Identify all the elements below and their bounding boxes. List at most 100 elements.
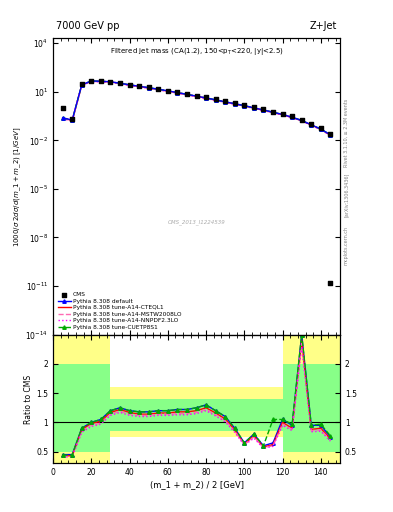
Text: Z+Jet: Z+Jet [310,21,337,31]
Pythia 8.308 default [232,101,237,107]
Pythia 8.308 tune-A14-CTEQL1 [223,99,228,105]
Pythia 8.308 default [108,79,113,85]
Pythia 8.308 tune-CUETP8S1 [242,102,247,109]
Pythia 8.308 default [137,83,141,90]
Pythia 8.308 default [70,117,75,123]
Pythia 8.308 tune-A14-MSTW2008LO [175,90,180,96]
Pythia 8.308 tune-A14-NNPDF2.3LO [156,87,161,93]
Pythia 8.308 tune-CUETP8S1 [328,132,333,138]
CMS [318,124,324,133]
Pythia 8.308 tune-A14-CTEQL1 [204,95,208,101]
Pythia 8.308 tune-A14-NNPDF2.3LO [99,79,103,85]
CMS [145,83,152,92]
Pythia 8.308 tune-CUETP8S1 [299,117,304,123]
Pythia 8.308 tune-A14-CTEQL1 [175,90,180,96]
Pythia 8.308 default [280,112,285,118]
Pythia 8.308 tune-A14-CTEQL1 [252,105,256,111]
Pythia 8.308 default [242,102,247,109]
Pythia 8.308 tune-A14-NNPDF2.3LO [108,79,113,86]
CMS [79,80,85,88]
CMS [107,77,114,86]
Pythia 8.308 tune-CUETP8S1 [261,107,266,113]
Text: Filtered jet mass (CA(1.2), 150<p$_\mathregular{T}$<220, |y|<2.5): Filtered jet mass (CA(1.2), 150<p$_\math… [110,46,283,57]
Pythia 8.308 tune-CUETP8S1 [108,79,113,85]
Pythia 8.308 tune-A14-CTEQL1 [280,112,285,118]
Pythia 8.308 tune-A14-NNPDF2.3LO [146,85,151,91]
Pythia 8.308 tune-A14-CTEQL1 [299,118,304,124]
Pythia 8.308 tune-A14-CTEQL1 [127,82,132,88]
Text: [arXiv:1306.3436]: [arXiv:1306.3436] [344,173,349,217]
Pythia 8.308 tune-CUETP8S1 [309,122,314,128]
Pythia 8.308 tune-A14-NNPDF2.3LO [118,81,122,87]
Pythia 8.308 tune-A14-MSTW2008LO [280,112,285,118]
Pythia 8.308 default [89,78,94,84]
CMS [193,92,200,100]
Pythia 8.308 tune-A14-NNPDF2.3LO [89,78,94,84]
Pythia 8.308 tune-A14-CTEQL1 [108,79,113,85]
Pythia 8.308 tune-A14-NNPDF2.3LO [137,84,141,90]
Pythia 8.308 tune-A14-NNPDF2.3LO [252,105,256,112]
Y-axis label: Ratio to CMS: Ratio to CMS [24,374,33,423]
Pythia 8.308 tune-CUETP8S1 [70,117,75,123]
Pythia 8.308 tune-A14-CTEQL1 [242,103,247,109]
CMS [203,93,209,101]
Pythia 8.308 tune-CUETP8S1 [185,91,189,97]
Pythia 8.308 tune-A14-CTEQL1 [70,117,75,123]
Pythia 8.308 default [328,132,333,138]
Pythia 8.308 tune-A14-MSTW2008LO [89,78,94,84]
Pythia 8.308 tune-A14-CTEQL1 [79,82,84,88]
Pythia 8.308 default [127,82,132,88]
Text: Rivet 3.1.10, ≥ 2.3M events: Rivet 3.1.10, ≥ 2.3M events [344,99,349,167]
Pythia 8.308 tune-A14-NNPDF2.3LO [328,133,333,139]
Pythia 8.308 tune-A14-MSTW2008LO [108,79,113,86]
Pythia 8.308 tune-A14-CTEQL1 [213,97,218,103]
Pythia 8.308 tune-A14-CTEQL1 [185,92,189,98]
Pythia 8.308 tune-CUETP8S1 [137,83,141,90]
CMS [279,110,286,118]
Line: Pythia 8.308 tune-A14-CTEQL1: Pythia 8.308 tune-A14-CTEQL1 [62,81,331,135]
Pythia 8.308 tune-A14-CTEQL1 [318,126,323,133]
Pythia 8.308 tune-CUETP8S1 [290,114,294,120]
Pythia 8.308 tune-A14-CTEQL1 [165,88,170,94]
Line: Pythia 8.308 tune-A14-MSTW2008LO: Pythia 8.308 tune-A14-MSTW2008LO [62,81,331,135]
Pythia 8.308 tune-A14-CTEQL1 [137,83,141,90]
Pythia 8.308 tune-A14-CTEQL1 [118,80,122,87]
Pythia 8.308 default [146,84,151,91]
Pythia 8.308 tune-A14-MSTW2008LO [156,87,161,93]
Pythia 8.308 default [194,93,199,99]
Pythia 8.308 tune-A14-CTEQL1 [309,122,314,128]
Pythia 8.308 tune-CUETP8S1 [213,97,218,103]
CMS [155,85,162,93]
Pythia 8.308 tune-A14-CTEQL1 [328,132,333,138]
CMS [184,90,190,98]
X-axis label: (m_1 + m_2) / 2 [GeV]: (m_1 + m_2) / 2 [GeV] [149,480,244,489]
Pythia 8.308 default [271,109,275,115]
Pythia 8.308 default [252,105,256,111]
Legend: CMS, Pythia 8.308 default, Pythia 8.308 tune-A14-CTEQL1, Pythia 8.308 tune-A14-M: CMS, Pythia 8.308 default, Pythia 8.308 … [56,290,183,332]
Pythia 8.308 default [185,91,189,97]
Pythia 8.308 tune-A14-NNPDF2.3LO [242,103,247,109]
CMS [69,115,75,123]
CMS [88,76,94,84]
Pythia 8.308 tune-A14-MSTW2008LO [271,110,275,116]
Pythia 8.308 tune-A14-MSTW2008LO [185,92,189,98]
Pythia 8.308 tune-A14-NNPDF2.3LO [261,108,266,114]
Line: Pythia 8.308 tune-A14-NNPDF2.3LO: Pythia 8.308 tune-A14-NNPDF2.3LO [62,81,331,136]
CMS [241,101,248,109]
Pythia 8.308 tune-A14-NNPDF2.3LO [127,82,132,89]
Pythia 8.308 tune-A14-MSTW2008LO [261,107,266,113]
Pythia 8.308 tune-A14-MSTW2008LO [165,88,170,94]
Pythia 8.308 tune-A14-NNPDF2.3LO [70,118,75,124]
Pythia 8.308 default [299,117,304,123]
CMS [222,97,228,105]
Pythia 8.308 tune-CUETP8S1 [223,99,228,105]
Y-axis label: $1000/\sigma\;2d\sigma/d(m\_1 + m\_2)\;[1/GeV]$: $1000/\sigma\;2d\sigma/d(m\_1 + m\_2)\;[… [12,126,23,247]
CMS [98,77,104,85]
Pythia 8.308 tune-A14-CTEQL1 [89,78,94,84]
Pythia 8.308 tune-A14-MSTW2008LO [290,115,294,121]
Text: mcplots.cern.ch: mcplots.cern.ch [344,226,349,265]
Pythia 8.308 default [204,95,208,101]
Pythia 8.308 tune-CUETP8S1 [89,78,94,84]
Pythia 8.308 tune-A14-MSTW2008LO [318,126,323,133]
Pythia 8.308 tune-A14-MSTW2008LO [118,80,122,87]
